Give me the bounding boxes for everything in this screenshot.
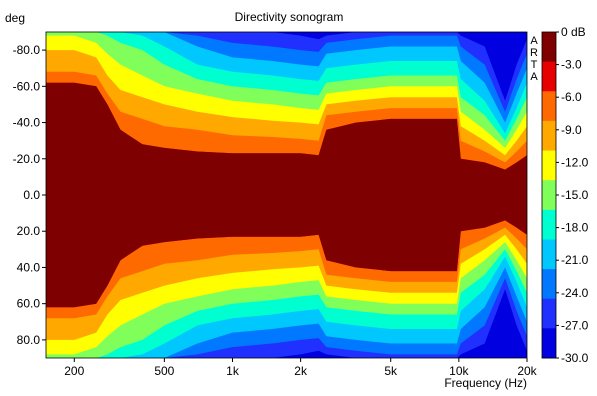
y-tick-label: 80.0 (17, 333, 41, 347)
y-tick-label: 0.0 (23, 188, 40, 202)
contour-bands (46, 32, 527, 358)
colorbar-swatch (542, 61, 556, 92)
watermark-letter: A (530, 35, 538, 47)
colorbar-label: -3.0 (561, 58, 582, 72)
colorbar-swatch (542, 239, 556, 270)
y-tick-label: 20.0 (17, 224, 41, 238)
colorbar-swatch (542, 298, 556, 329)
y-axis-label: deg (5, 11, 25, 25)
x-tick-label: 1k (226, 364, 240, 378)
colorbar-label: -24.0 (561, 286, 589, 300)
y-tick-label: -40.0 (13, 116, 41, 130)
x-axis-label: Frequency (Hz) (444, 376, 527, 390)
contour-band-0db (46, 82, 527, 308)
watermark-letter: R (530, 47, 538, 59)
colorbar-swatch (542, 120, 556, 152)
colorbar-swatch (542, 32, 556, 63)
colorbar-label: -9.0 (561, 123, 582, 137)
colorbar-label: -27.0 (561, 318, 589, 332)
colorbar-swatch (542, 328, 556, 359)
colorbar-swatch (542, 91, 556, 122)
colorbar-label: -12.0 (561, 155, 589, 169)
colorbar-label: -6.0 (561, 90, 582, 104)
colorbar: 0 dB -3.0 -6.0 -9.0 -12.0 -15.0 -18.0 -21.0 -24.… (541, 25, 589, 365)
x-tick-label: 2k (294, 364, 308, 378)
chart-title: Directivity sonogram (235, 10, 344, 24)
x-tick-label: 10k (449, 364, 469, 378)
y-axis-ticks: -80.0 -60.0 -40.0 -20.0 0.0 20.0 40.0 60.0 80.0 (13, 43, 46, 347)
colorbar-label: -30.0 (561, 351, 589, 365)
plot-area (45, 31, 528, 359)
colorbar-label: -15.0 (561, 188, 589, 202)
y-tick-label: 60.0 (17, 297, 41, 311)
x-tick-label: 200 (64, 364, 84, 378)
x-tick-label: 500 (154, 364, 174, 378)
y-tick-label: -60.0 (13, 79, 41, 93)
colorbar-swatch (542, 209, 556, 240)
colorbar-label: -18.0 (561, 221, 589, 235)
colorbar-label: -21.0 (561, 253, 589, 267)
colorbar-swatch (542, 269, 556, 300)
y-tick-label: -80.0 (13, 43, 41, 57)
colorbar-swatch (542, 150, 556, 181)
x-axis-ticks: 200 500 1k 2k 5k 10k 20k (64, 358, 538, 378)
colorbar-swatch (542, 180, 556, 211)
watermark-letter: A (530, 71, 538, 83)
colorbar-label: 0 dB (561, 25, 586, 39)
watermark-letter: T (531, 59, 538, 71)
x-tick-label: 20k (517, 364, 537, 378)
x-tick-label: 5k (384, 364, 398, 378)
y-tick-label: -20.0 (13, 152, 41, 166)
y-tick-label: 40.0 (17, 260, 41, 274)
